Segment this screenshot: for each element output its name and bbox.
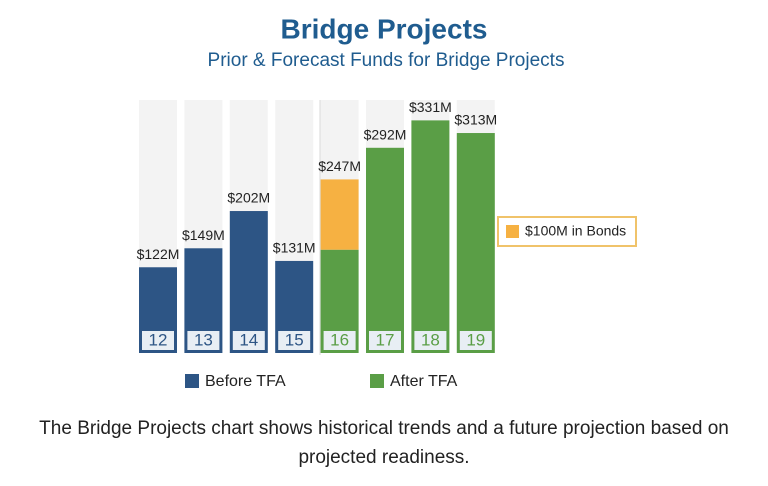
data-label: $247M bbox=[318, 158, 361, 174]
legend-swatch bbox=[370, 374, 384, 388]
legend-box bbox=[497, 216, 637, 247]
x-tick-label: 19 bbox=[466, 330, 485, 349]
chart-subtitle: Prior & Forecast Funds for Bridge Projec… bbox=[208, 50, 565, 71]
data-label: $202M bbox=[227, 190, 270, 206]
chart-title: Bridge Projects bbox=[281, 13, 488, 44]
x-tick-label: 16 bbox=[330, 330, 349, 349]
legend-label: After TFA bbox=[390, 373, 458, 390]
data-label: $131M bbox=[273, 240, 316, 256]
x-tick-label: 17 bbox=[376, 330, 395, 349]
caption: The Bridge Projects chart shows historic… bbox=[39, 418, 729, 468]
x-tick-box bbox=[459, 331, 492, 350]
chart: Bridge Projects Prior & Forecast Funds f… bbox=[137, 13, 637, 390]
x-tick-box bbox=[142, 331, 174, 350]
data-label: $149M bbox=[182, 227, 225, 243]
data-label: $331M bbox=[409, 99, 452, 115]
data-label: $122M bbox=[137, 246, 180, 262]
x-tick-label: 13 bbox=[194, 330, 213, 349]
bar-segment bbox=[411, 120, 450, 353]
bar-segment bbox=[229, 211, 268, 353]
bar-segment bbox=[456, 133, 495, 353]
x-tick-box bbox=[232, 331, 265, 350]
legend-label: $100M in Bonds bbox=[525, 223, 626, 239]
bar-segment bbox=[320, 179, 359, 250]
x-tick-box bbox=[369, 331, 401, 350]
data-label: $313M bbox=[454, 112, 497, 128]
x-tick-label: 18 bbox=[421, 330, 440, 349]
x-tick-box bbox=[187, 331, 220, 350]
bar-segment bbox=[366, 147, 404, 353]
x-tick-label: 14 bbox=[239, 330, 258, 349]
legend-swatch bbox=[506, 225, 519, 238]
x-tick-label: 12 bbox=[149, 330, 168, 349]
data-label: $292M bbox=[364, 126, 407, 142]
legend-label: Before TFA bbox=[205, 373, 286, 390]
x-tick-label: 15 bbox=[285, 330, 304, 349]
x-tick-box bbox=[278, 331, 311, 350]
x-tick-box bbox=[414, 331, 447, 350]
x-tick-box bbox=[323, 331, 356, 350]
legend-swatch bbox=[185, 374, 199, 388]
